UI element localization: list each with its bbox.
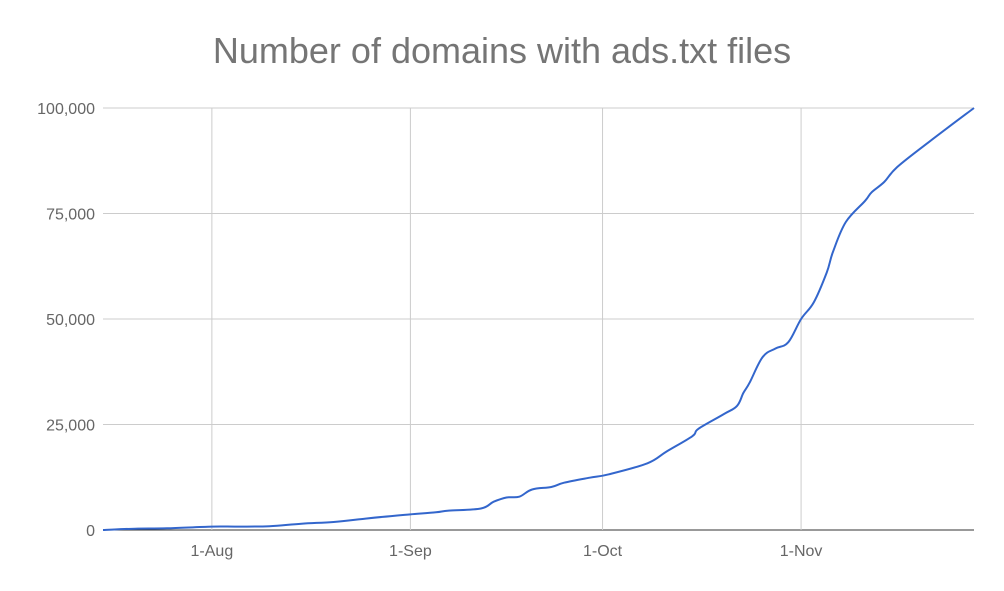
chart-title: Number of domains with ads.txt files [212,30,792,71]
series-line [102,107,975,531]
y-tick-label: 0 [86,523,95,540]
y-tick-label: 25,000 [46,418,95,435]
y-tick-label: 50,000 [46,312,95,329]
y-tick-label: 75,000 [46,207,95,224]
x-tick-label: 1-Sep [389,543,432,560]
x-tick-label: 1-Aug [191,543,234,560]
x-tick-label: 1-Nov [780,543,823,560]
x-tick-label: 1-Oct [583,543,623,560]
y-tick-label: 100,000 [37,101,95,118]
